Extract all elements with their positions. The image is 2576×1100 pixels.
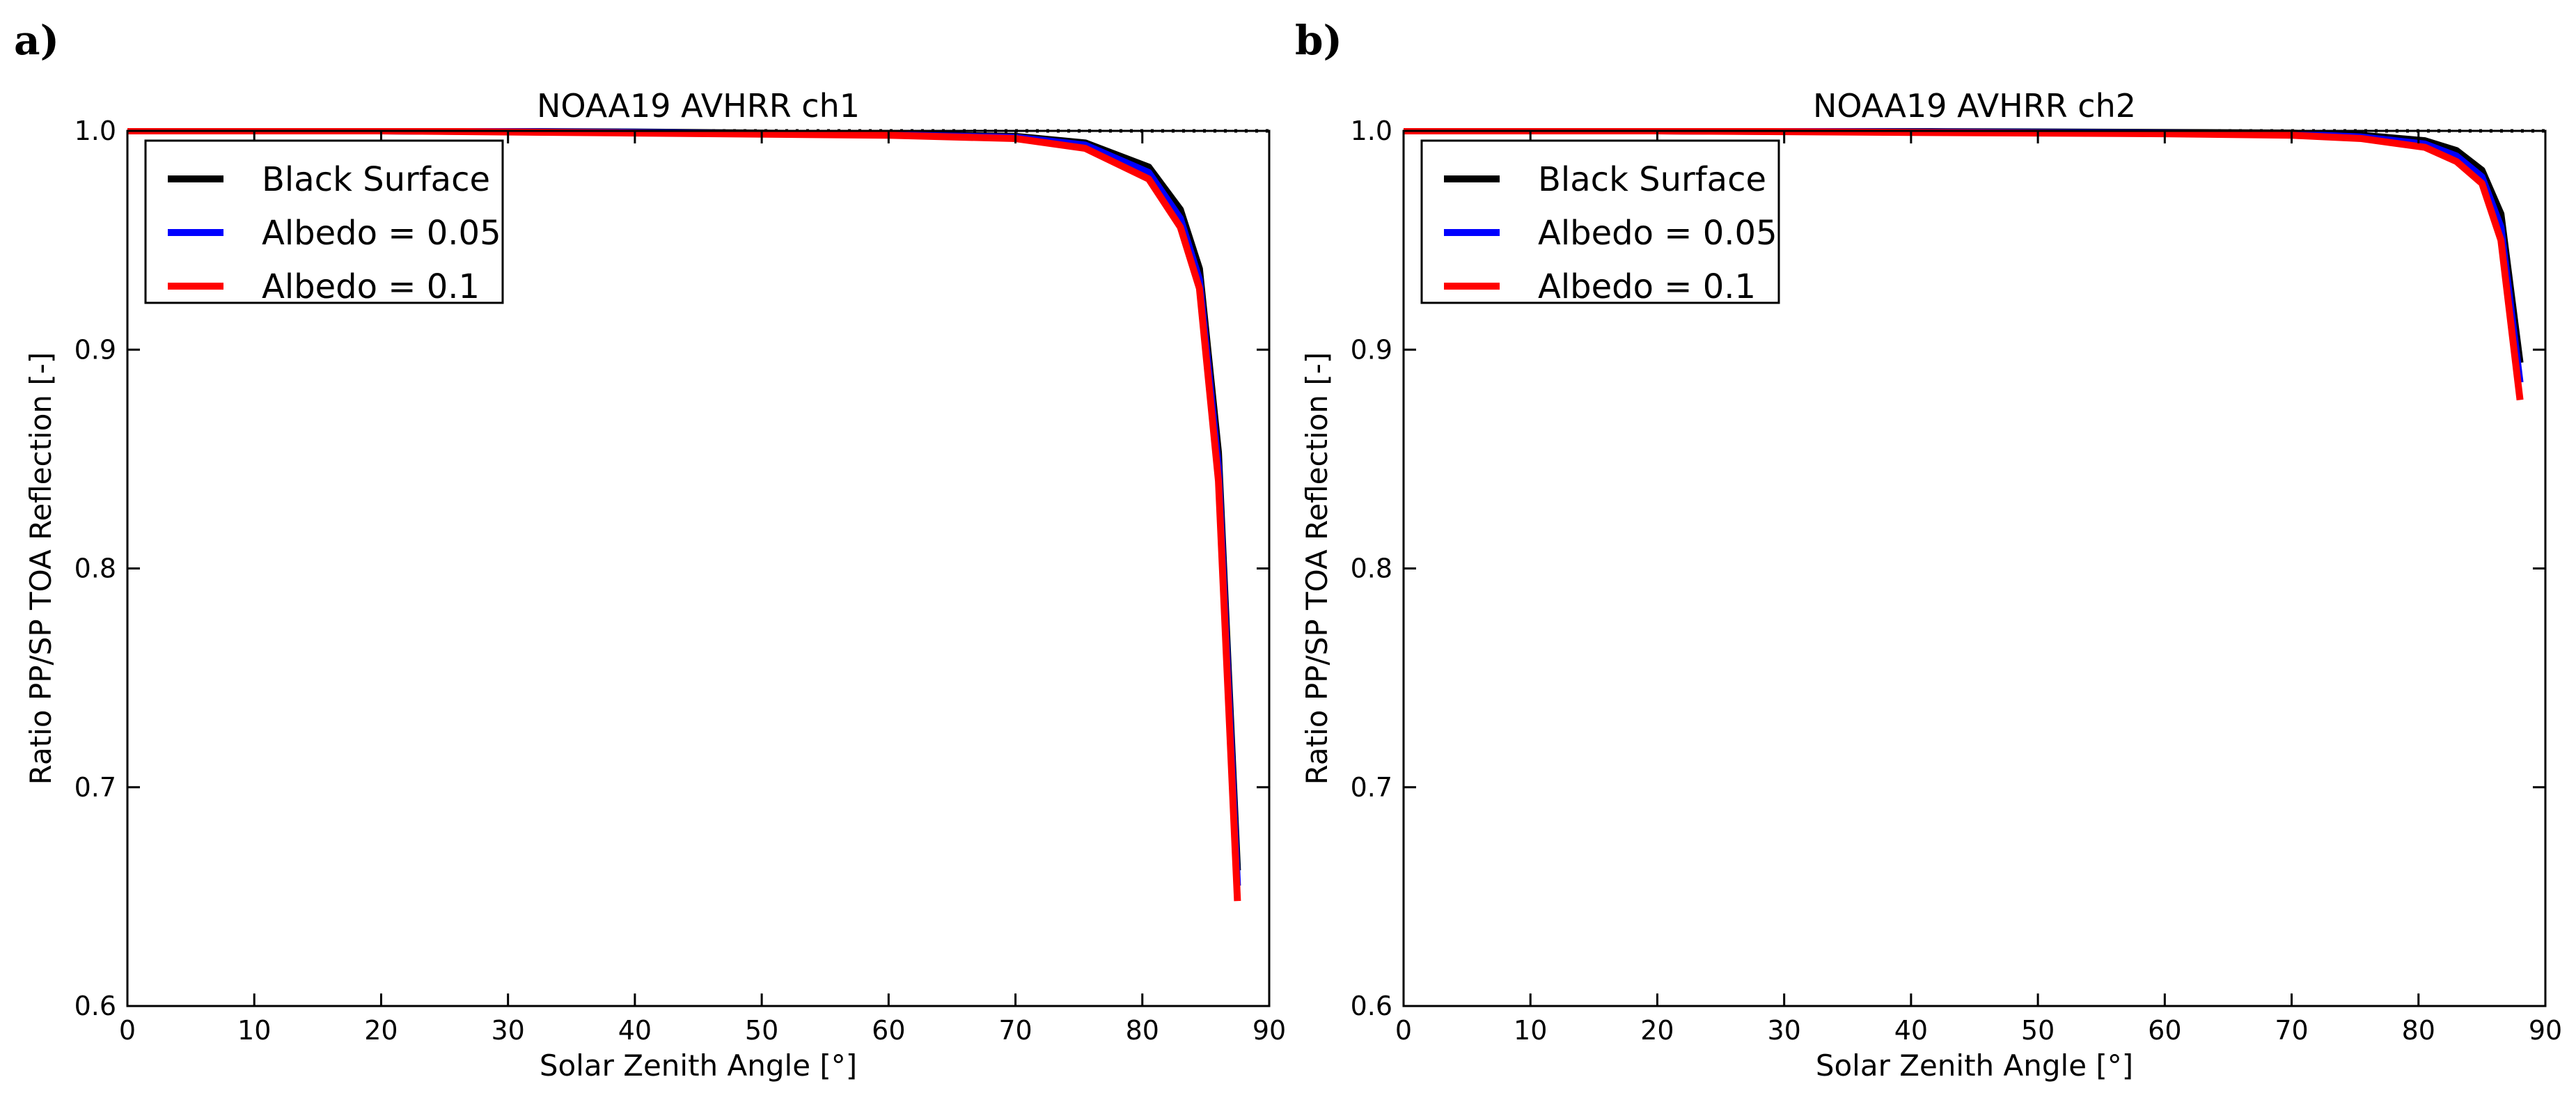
x-tick-label: 90 <box>2529 1015 2562 1046</box>
x-tick-label: 50 <box>2021 1015 2055 1046</box>
x-tick-label: 20 <box>364 1015 398 1046</box>
x-tick-label: 80 <box>2402 1015 2435 1046</box>
legend-label-2: Albedo = 0.1 <box>262 267 480 306</box>
legend: Black Surface Albedo = 0.05 Albedo = 0.1 <box>1420 139 1780 306</box>
x-tick-label: 50 <box>745 1015 778 1046</box>
y-tick-label: 0.7 <box>1351 772 1392 803</box>
y-tick-label: 0.9 <box>1351 334 1392 365</box>
y-tick-label: 0.7 <box>74 772 116 803</box>
y-tick-label: 0.6 <box>1351 991 1392 1021</box>
x-tick-label: 90 <box>1252 1015 1286 1046</box>
y-axis-label: Ratio PP/SP TOA Reflection [-] <box>1300 352 1334 785</box>
x-tick-label: 80 <box>1126 1015 1159 1046</box>
legend-label-0: Black Surface <box>1538 160 1766 199</box>
x-tick-label: 0 <box>119 1015 136 1046</box>
panel-label: a) <box>14 17 59 64</box>
legend-box <box>1420 139 1780 304</box>
legend-box <box>144 139 504 304</box>
x-tick-label: 10 <box>237 1015 271 1046</box>
legend-label-1: Albedo = 0.05 <box>1538 214 1777 253</box>
legend: Black Surface Albedo = 0.05 Albedo = 0.1 <box>144 139 504 306</box>
chart-panel-1: b) NOAA19 AVHRR ch2 0 10 20 30 40 50 60 70 80 90 0.6… <box>1295 17 2562 1083</box>
x-tick-label: 20 <box>1640 1015 1674 1046</box>
legend-label-1: Albedo = 0.05 <box>262 214 501 253</box>
chart-title: NOAA19 AVHRR ch2 <box>1813 87 2136 125</box>
x-tick-label: 70 <box>2275 1015 2308 1046</box>
x-tick-label: 40 <box>618 1015 652 1046</box>
y-tick-label: 0.9 <box>74 334 116 365</box>
x-tick-label: 30 <box>1767 1015 1800 1046</box>
x-tick-label: 60 <box>872 1015 905 1046</box>
x-axis-label: Solar Zenith Angle [°] <box>540 1048 857 1083</box>
x-tick-label: 70 <box>998 1015 1032 1046</box>
series-line-2 <box>127 128 1241 902</box>
y-tick-label: 0.6 <box>74 991 116 1021</box>
chart-title: NOAA19 AVHRR ch1 <box>537 87 860 125</box>
x-tick-label: 10 <box>1514 1015 1547 1046</box>
x-tick-label: 0 <box>1395 1015 1412 1046</box>
legend-label-0: Black Surface <box>262 160 490 199</box>
panel-label: b) <box>1295 17 1342 64</box>
y-axis-label: Ratio PP/SP TOA Reflection [-] <box>24 352 58 785</box>
y-tick-label: 0.8 <box>74 553 116 584</box>
x-axis-label: Solar Zenith Angle [°] <box>1816 1048 2133 1083</box>
x-tick-label: 60 <box>2148 1015 2181 1046</box>
y-tick-label: 1.0 <box>74 116 116 146</box>
legend-label-2: Albedo = 0.1 <box>1538 267 1756 306</box>
y-tick-label: 1.0 <box>1351 116 1392 146</box>
x-tick-label: 40 <box>1894 1015 1928 1046</box>
y-tick-label: 0.8 <box>1351 553 1392 584</box>
chart-panel-0: a) NOAA19 AVHRR ch1 0 10 20 30 40 50 60 70 80 90 0.6… <box>14 17 1286 1083</box>
x-tick-label: 30 <box>491 1015 524 1046</box>
